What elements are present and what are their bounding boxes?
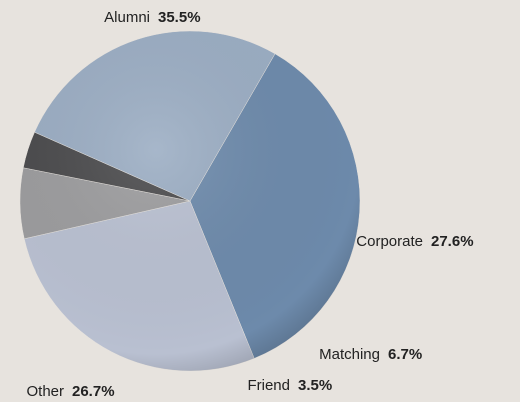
value-label: 35.5%	[158, 9, 201, 26]
slice-label: Corporate 27.6%	[356, 233, 473, 250]
value-label: 6.7%	[388, 346, 422, 363]
category-label: Friend	[247, 377, 290, 394]
category-label: Alumni	[104, 9, 150, 26]
value-label: 3.5%	[298, 377, 332, 394]
category-label: Matching	[319, 346, 380, 363]
slice-label: Friend 3.5%	[247, 377, 332, 394]
category-label: Corporate	[356, 233, 423, 250]
value-label: 27.6%	[431, 233, 474, 250]
slice-label: Alumni 35.5%	[104, 9, 200, 26]
slice-label: Matching 6.7%	[319, 346, 422, 363]
category-label: Other	[26, 383, 64, 400]
slice-label: Other 26.7%	[26, 383, 114, 400]
value-label: 26.7%	[72, 383, 115, 400]
